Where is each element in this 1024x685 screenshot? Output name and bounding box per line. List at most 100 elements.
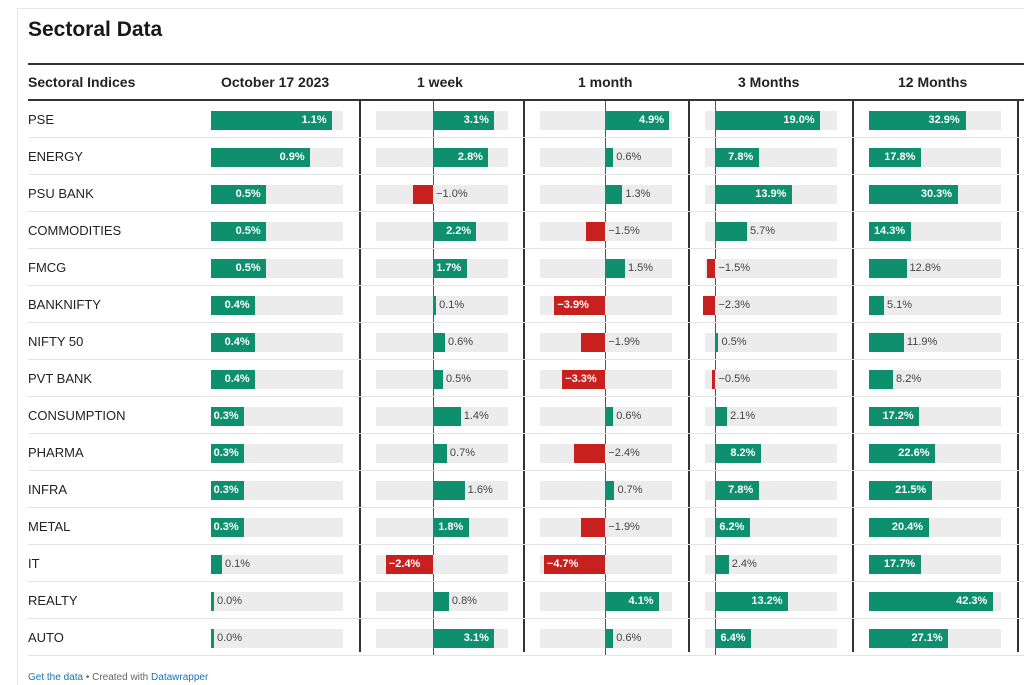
data-bar[interactable]	[433, 629, 495, 648]
data-bar[interactable]	[715, 555, 729, 574]
data-bar[interactable]	[433, 481, 465, 500]
data-bar[interactable]	[580, 518, 606, 537]
data-bar[interactable]	[433, 111, 495, 130]
data-bar[interactable]	[211, 407, 244, 426]
value-label: 20.4%	[891, 521, 924, 533]
data-bar[interactable]	[715, 222, 747, 241]
value-label: 17.2%	[882, 410, 914, 422]
data-bar[interactable]	[869, 370, 894, 389]
data-bar[interactable]	[712, 370, 716, 389]
header-3-months[interactable]: 3 Months	[738, 74, 800, 90]
data-bar[interactable]	[211, 592, 214, 611]
data-bar[interactable]	[543, 555, 606, 574]
bar-track: 0.0%	[211, 592, 343, 611]
value-label: 0.0%	[217, 595, 243, 607]
data-bar[interactable]	[869, 444, 936, 463]
data-bar[interactable]	[869, 407, 920, 426]
data-bar[interactable]	[715, 444, 761, 463]
data-bar[interactable]	[715, 592, 789, 611]
data-bar[interactable]	[707, 259, 716, 278]
data-bar[interactable]	[211, 481, 244, 500]
value-label: 0.6%	[616, 632, 642, 644]
header-1-week[interactable]: 1 week	[417, 74, 463, 90]
data-bar[interactable]	[605, 259, 625, 278]
data-bar[interactable]	[211, 296, 255, 315]
data-bar[interactable]	[715, 518, 750, 537]
data-bar[interactable]	[433, 518, 469, 537]
data-bar[interactable]	[869, 259, 907, 278]
data-bar[interactable]	[605, 185, 623, 204]
bar-track: 4.1%	[540, 592, 672, 611]
data-bar[interactable]	[715, 148, 759, 167]
data-bar[interactable]	[433, 592, 449, 611]
data-bar[interactable]	[433, 259, 467, 278]
data-bar[interactable]	[433, 148, 489, 167]
data-bar[interactable]	[211, 370, 255, 389]
data-bar[interactable]	[715, 185, 793, 204]
data-bar[interactable]	[211, 518, 244, 537]
data-bar[interactable]	[715, 481, 759, 500]
data-bar[interactable]	[869, 111, 966, 130]
data-bar[interactable]	[715, 407, 728, 426]
data-bar[interactable]	[413, 185, 434, 204]
data-bar[interactable]	[869, 296, 884, 315]
data-bar[interactable]	[585, 222, 606, 241]
column-separator	[852, 101, 854, 652]
data-bar[interactable]	[573, 444, 606, 463]
data-bar[interactable]	[715, 111, 821, 130]
data-bar[interactable]	[211, 222, 266, 241]
data-bar[interactable]	[605, 148, 614, 167]
data-bar[interactable]	[211, 629, 214, 648]
data-bar[interactable]	[562, 370, 606, 389]
data-bar[interactable]	[715, 333, 719, 352]
data-bar[interactable]	[433, 407, 461, 426]
data-bar[interactable]	[869, 518, 929, 537]
value-label: 7.8%	[728, 484, 754, 496]
value-label: −1.5%	[608, 225, 640, 237]
data-bar[interactable]	[869, 333, 904, 352]
data-bar[interactable]	[211, 555, 222, 574]
data-bar[interactable]	[211, 148, 310, 167]
datawrapper-link[interactable]: Datawrapper	[151, 672, 209, 683]
header-sectoral-indices[interactable]: Sectoral Indices	[28, 74, 136, 90]
data-bar[interactable]	[433, 296, 437, 315]
data-bar[interactable]	[869, 555, 921, 574]
value-label: 0.5%	[235, 188, 261, 200]
data-bar[interactable]	[869, 148, 922, 167]
value-label: 22.6%	[898, 447, 930, 459]
data-bar[interactable]	[869, 185, 958, 204]
data-bar[interactable]	[385, 555, 434, 574]
value-label: 32.9%	[928, 114, 960, 126]
data-bar[interactable]	[869, 481, 933, 500]
header-oct-17-2023[interactable]: October 17 2023	[221, 74, 330, 90]
data-bar[interactable]	[433, 333, 445, 352]
data-bar[interactable]	[211, 333, 255, 352]
data-bar[interactable]	[211, 444, 244, 463]
bar-track: −2.3%	[702, 296, 837, 315]
data-bar[interactable]	[605, 629, 614, 648]
data-bar[interactable]	[869, 629, 949, 648]
row-divider	[28, 248, 1024, 249]
data-bar[interactable]	[605, 111, 670, 130]
data-bar[interactable]	[211, 185, 266, 204]
data-bar[interactable]	[715, 629, 751, 648]
data-bar[interactable]	[605, 481, 615, 500]
bar-track: 0.6%	[540, 148, 672, 167]
data-bar[interactable]	[605, 592, 659, 611]
value-label: 8.2%	[730, 447, 756, 459]
data-bar[interactable]	[211, 111, 332, 130]
get-the-data-link[interactable]: Get the data	[28, 672, 84, 683]
header-12-months[interactable]: 12 Months	[898, 74, 968, 90]
bar-track: 0.3%	[211, 518, 343, 537]
data-bar[interactable]	[433, 222, 477, 241]
data-bar[interactable]	[605, 407, 614, 426]
data-bar[interactable]	[554, 296, 606, 315]
data-bar[interactable]	[869, 222, 911, 241]
data-bar[interactable]	[433, 444, 447, 463]
header-1-month[interactable]: 1 month	[578, 74, 633, 90]
data-bar[interactable]	[580, 333, 606, 352]
data-bar[interactable]	[211, 259, 266, 278]
data-bar[interactable]	[433, 370, 443, 389]
data-bar[interactable]	[702, 296, 716, 315]
data-bar[interactable]	[869, 592, 994, 611]
